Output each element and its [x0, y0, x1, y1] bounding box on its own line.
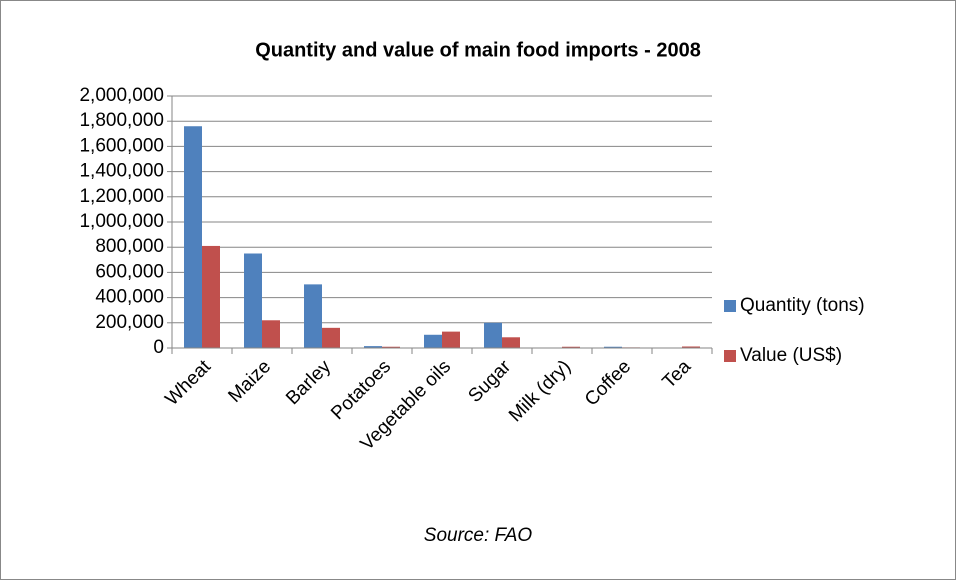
bar [322, 327, 340, 348]
bar [562, 346, 580, 348]
y-tick-label: 2,000,000 [79, 85, 164, 106]
bar [442, 331, 460, 348]
y-tick-label: 800,000 [95, 236, 164, 257]
bar [364, 346, 382, 348]
bar [682, 346, 700, 348]
y-tick-label: 1,400,000 [79, 161, 164, 182]
y-tick-label: 1,200,000 [79, 186, 164, 207]
y-tick-label: 1,600,000 [79, 135, 164, 156]
y-tick-label: 200,000 [95, 312, 164, 333]
bar [244, 253, 262, 348]
legend-swatch [724, 350, 736, 362]
bar [184, 126, 202, 349]
y-tick-label: 400,000 [95, 287, 164, 308]
bar [262, 320, 280, 348]
bar [502, 337, 520, 348]
source-note: Source: FAO [424, 525, 533, 546]
bar [202, 245, 220, 348]
y-tick-label: 1,000,000 [79, 211, 164, 232]
legend-swatch [724, 300, 736, 312]
bar [484, 322, 502, 348]
bar [382, 346, 400, 348]
chart-title: Quantity and value of main food imports … [255, 39, 701, 61]
legend-label: Quantity (tons) [740, 295, 865, 316]
y-tick-label: 1,800,000 [79, 110, 164, 131]
legend-label: Value (US$) [740, 345, 842, 366]
bar [424, 334, 442, 348]
y-tick-label: 600,000 [95, 261, 164, 282]
bar [304, 284, 322, 348]
bar [604, 346, 622, 348]
y-tick-label: 0 [153, 337, 164, 358]
